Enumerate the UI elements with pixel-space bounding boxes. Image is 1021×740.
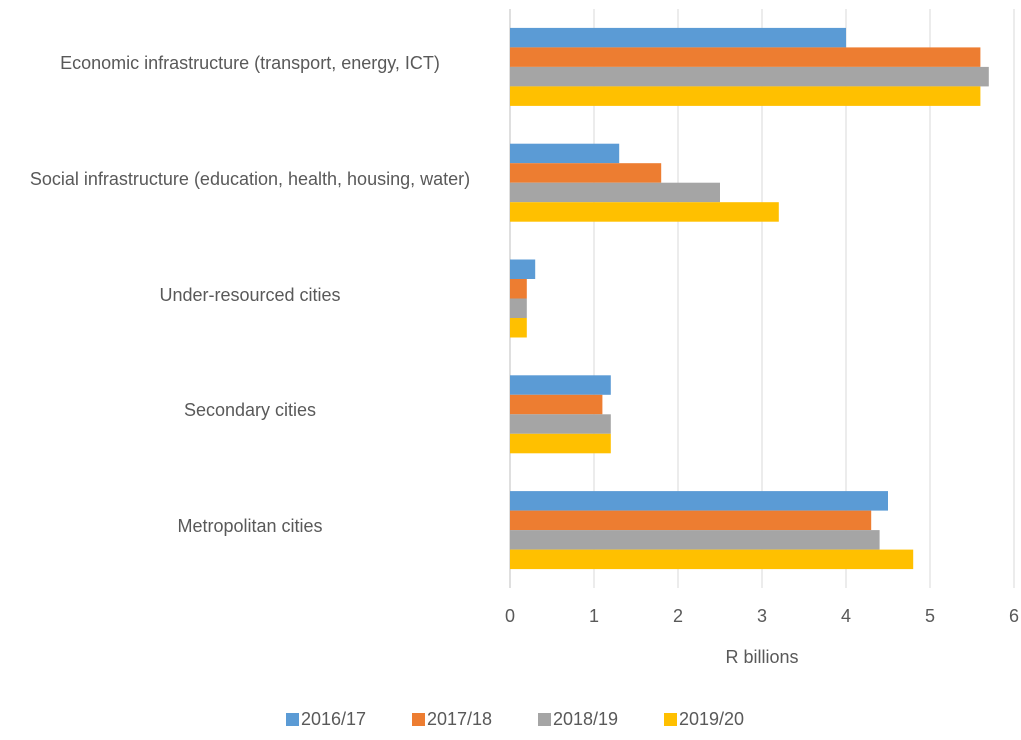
bar: [510, 259, 536, 279]
legend-swatch: [538, 713, 551, 726]
legend-swatch: [286, 713, 299, 726]
legend-label: 2017/18: [427, 709, 492, 729]
bar: [510, 510, 872, 531]
y-tick-label: Social infrastructure (education, health…: [29, 168, 471, 189]
y-tick-label: Under-resourced cities: [159, 284, 341, 305]
legend-label: 2016/17: [301, 709, 366, 729]
bar: [510, 298, 527, 318]
bar: [510, 414, 611, 434]
bar: [510, 27, 846, 48]
y-tick-label: Metropolitan cities: [177, 516, 323, 537]
bar: [510, 394, 603, 415]
bar: [510, 530, 880, 550]
x-axis-title: R billions: [725, 647, 798, 667]
bar: [510, 318, 527, 338]
y-tick-label: Secondary cities: [183, 400, 317, 421]
bar: [510, 182, 720, 203]
x-tick-label: 6: [1009, 606, 1019, 626]
bar: [510, 86, 981, 106]
x-tick-label: 3: [757, 606, 767, 626]
bar: [510, 163, 662, 183]
x-tick-label: 5: [925, 606, 935, 626]
bar: [510, 433, 611, 454]
y-tick-label: Economic infrastructure (transport, ener…: [60, 52, 440, 73]
legend-swatch: [412, 713, 425, 726]
x-tick-label: 2: [673, 606, 683, 626]
x-tick-label: 0: [505, 606, 515, 626]
bar: [510, 202, 779, 222]
bar: [510, 47, 981, 67]
legend-label: 2019/20: [679, 709, 744, 729]
bar: [510, 143, 620, 164]
bar: [510, 375, 611, 395]
bar: [510, 491, 888, 511]
x-tick-label: 1: [589, 606, 599, 626]
bar: [510, 66, 989, 87]
legend-swatch: [664, 713, 677, 726]
x-tick-label: 4: [841, 606, 851, 626]
legend-label: 2018/19: [553, 709, 618, 729]
bar: [510, 279, 527, 299]
bar: [510, 549, 914, 570]
